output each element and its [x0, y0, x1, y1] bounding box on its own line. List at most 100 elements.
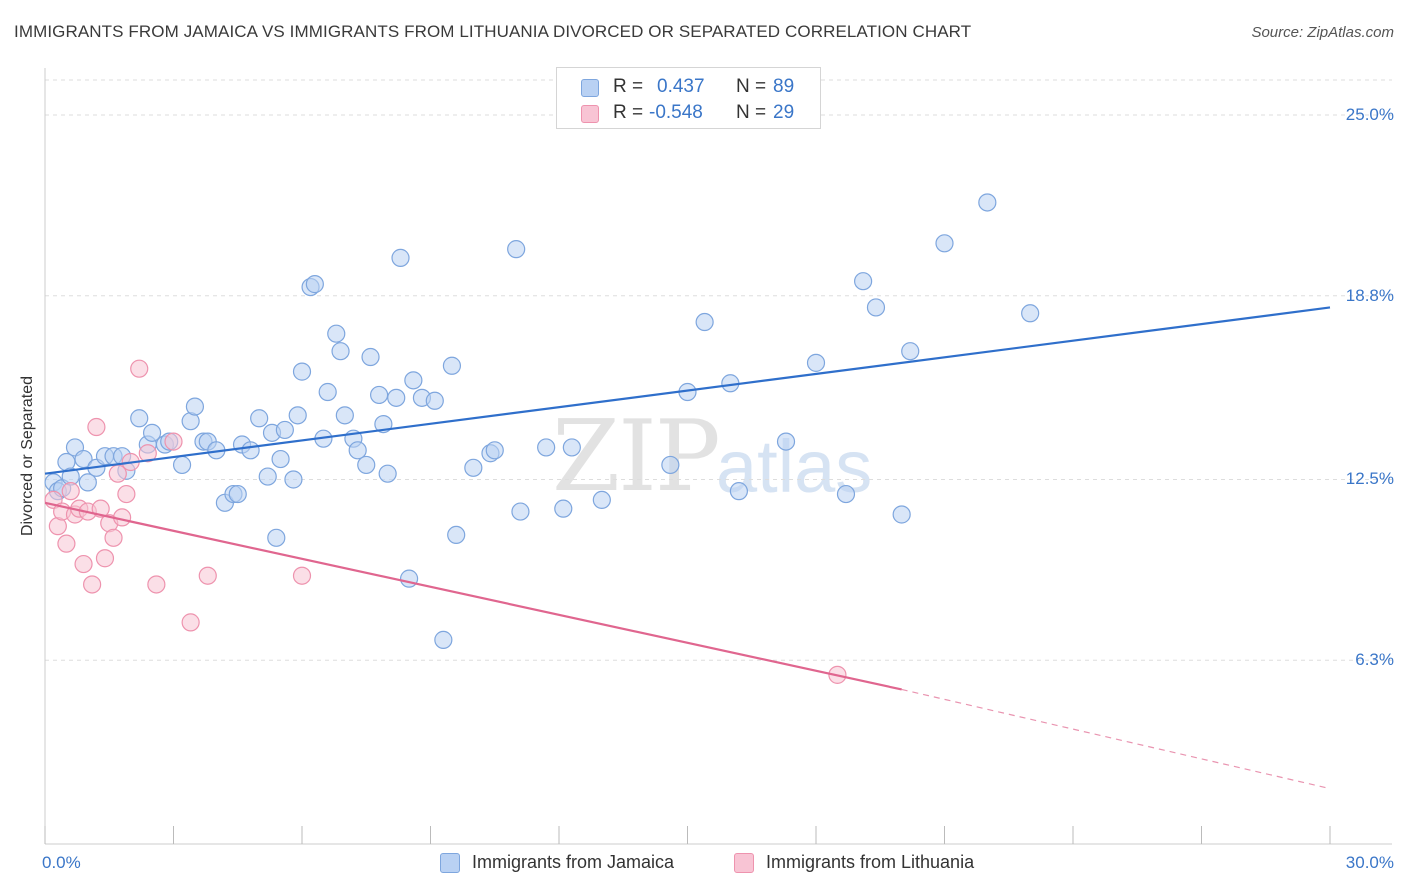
y-tick-label: 6.3% [1355, 650, 1394, 670]
jamaica-point [241, 441, 260, 460]
watermark-zip: ZIP [552, 400, 721, 514]
lithuania-trend-extension [901, 688, 1331, 790]
lithuania-swatch [734, 853, 754, 873]
jamaica-point [305, 275, 324, 294]
lithuania-point [74, 554, 93, 574]
jamaica-point [892, 505, 911, 524]
legend-n-label: N = [736, 102, 767, 123]
jamaica-point [361, 347, 380, 367]
lithuania-point [130, 359, 149, 378]
data-points [44, 193, 1040, 684]
y-tick-label: 12.5% [1345, 469, 1394, 489]
legend-item-label: Immigrants from Jamaica [472, 852, 675, 872]
jamaica-point [327, 324, 346, 343]
legend-n-value: 29 [773, 102, 795, 123]
jamaica-point [511, 502, 530, 521]
jamaica-point [172, 455, 192, 475]
source-label: Source: ZipAtlas.com [1251, 24, 1394, 41]
lithuania-point [57, 534, 76, 553]
lithuania-point [95, 549, 115, 568]
y-tick-label: 18.8% [1345, 285, 1394, 305]
lithuania-swatch [581, 105, 599, 123]
jamaica-point [695, 312, 714, 332]
jamaica-point [370, 385, 389, 405]
jamaica-point [447, 525, 466, 545]
jamaica-point [562, 438, 581, 457]
jamaica-point [331, 342, 350, 361]
jamaica-point [404, 371, 423, 390]
jamaica-point [434, 630, 453, 649]
jamaica-swatch [440, 853, 460, 873]
jamaica-point [425, 391, 444, 410]
jamaica-point [357, 455, 376, 475]
jamaica-point [661, 455, 680, 475]
axes [44, 68, 1392, 845]
jamaica-point [275, 420, 294, 440]
jamaica-point [142, 423, 162, 442]
legend-n-label: N = [736, 76, 767, 97]
jamaica-point [185, 397, 205, 416]
jamaica-point [592, 490, 611, 510]
x-tick-label: 0.0% [42, 853, 81, 872]
jamaica-point [729, 482, 749, 501]
jamaica-point [901, 342, 920, 361]
jamaica-point [130, 409, 149, 428]
jamaica-point [485, 441, 504, 460]
jamaica-point [284, 470, 303, 489]
jamaica-point [391, 248, 410, 267]
lithuania-point [138, 444, 157, 463]
jamaica-point [464, 458, 483, 477]
jamaica-point [442, 356, 462, 375]
jamaica-point [348, 441, 367, 460]
jamaica-point [78, 473, 97, 492]
lithuania-point [164, 432, 183, 451]
lithuania-point [117, 484, 136, 504]
correlation-legend: R = 0.437 N = 89 R = -0.548 N = 29 [556, 67, 821, 129]
jamaica-swatch [581, 79, 599, 97]
jamaica-point [258, 467, 277, 486]
jamaica-point [335, 406, 354, 425]
legend-r-value: -0.548 [649, 102, 703, 123]
jamaica-point [1021, 304, 1040, 323]
jamaica-point [507, 240, 526, 259]
jamaica-point [228, 484, 247, 504]
jamaica-point [267, 528, 286, 547]
lithuania-point [292, 566, 312, 585]
jamaica-point [854, 272, 873, 291]
jamaica-trend-line [44, 306, 1331, 475]
jamaica-point [537, 438, 556, 457]
lithuania-trend-line [44, 501, 902, 691]
jamaica-point [935, 234, 954, 253]
legend-item-label: Immigrants from Lithuania [766, 852, 975, 872]
jamaica-point [836, 484, 856, 504]
jamaica-point [866, 298, 886, 317]
legend-n-value: 89 [773, 76, 795, 97]
lithuania-point [198, 566, 217, 585]
chart-title: IMMIGRANTS FROM JAMAICA VS IMMIGRANTS FR… [14, 22, 972, 41]
lithuania-point [83, 575, 102, 594]
jamaica-point [399, 569, 419, 588]
jamaica-point [378, 464, 397, 483]
jamaica-point [250, 409, 269, 428]
legend-r-value: 0.437 [657, 76, 705, 97]
trend-lines [44, 306, 1331, 790]
y-tick-label: 25.0% [1345, 104, 1394, 124]
lithuania-point [147, 575, 166, 594]
lithuania-point [61, 482, 80, 501]
legend-r-label: R = [613, 102, 644, 123]
x-tick-label: 30.0% [1345, 853, 1394, 872]
jamaica-point [387, 388, 406, 407]
jamaica-point [978, 193, 997, 212]
jamaica-point [806, 353, 826, 372]
lithuania-point [87, 417, 106, 437]
lithuania-point [104, 528, 123, 547]
jamaica-point [318, 382, 337, 402]
jamaica-point [292, 362, 312, 381]
legend-r-label: R = [613, 76, 644, 97]
jamaica-point [776, 432, 796, 451]
grid-lines [45, 79, 1392, 661]
jamaica-point [288, 406, 307, 425]
jamaica-point [271, 449, 290, 469]
lithuania-point [181, 613, 200, 632]
